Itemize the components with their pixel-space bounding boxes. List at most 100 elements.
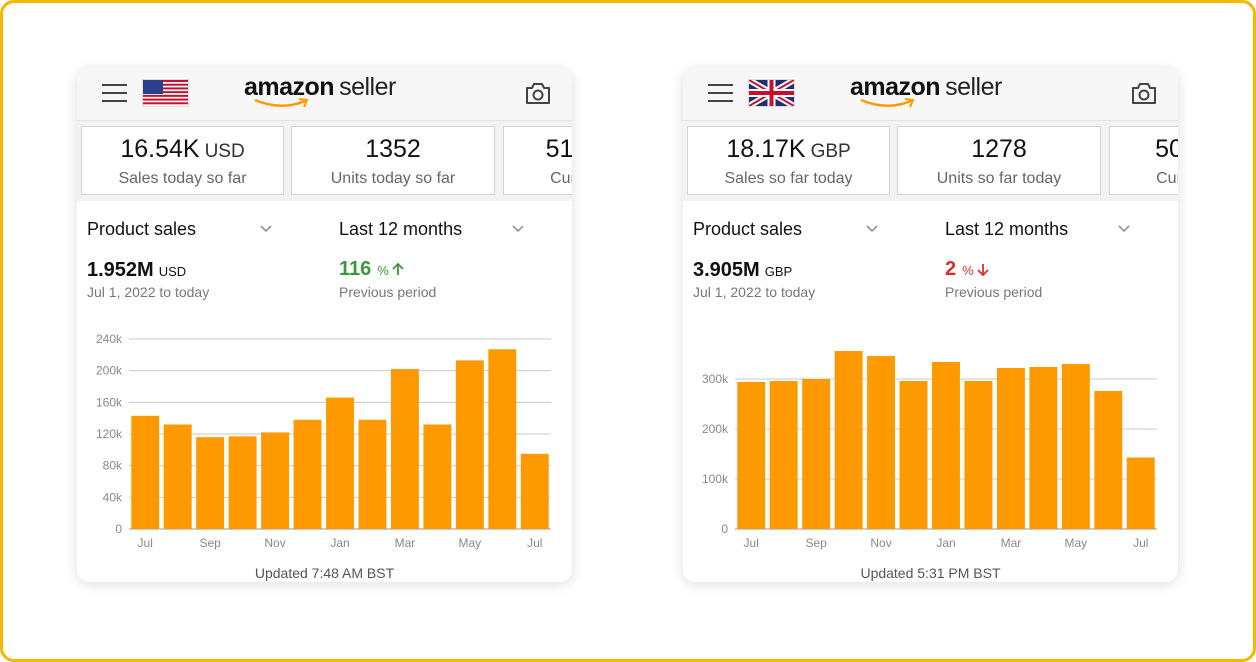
logo: amazon seller [850, 73, 1002, 102]
y-tick-label: 80k [103, 459, 123, 473]
flag-stripe [143, 98, 188, 101]
camera-button[interactable] [1130, 81, 1158, 105]
bar [293, 419, 322, 529]
x-tick-label: Mar [395, 536, 416, 550]
metric-dropdown[interactable]: Product sales [87, 219, 197, 239]
stat-value: 1352 [365, 135, 421, 163]
period-dropdown[interactable]: Last 12 months [339, 219, 463, 239]
x-tick-label: Mar [1001, 536, 1022, 550]
total-range: Jul 1, 2022 to today [87, 284, 210, 300]
total-line: 1.952M USD [87, 259, 186, 282]
change-unit: % [377, 263, 389, 278]
flag-stripe [143, 83, 188, 86]
bar [964, 381, 993, 529]
x-tick-label: Nov [870, 536, 891, 550]
stat-value-line: 1278 [898, 135, 1100, 164]
stat-box: 50 Cur [1109, 126, 1178, 195]
bar [196, 437, 225, 529]
stat-value-line: 50 [1110, 135, 1178, 164]
stat-value: 18.17K [726, 135, 806, 163]
menu-button[interactable] [101, 82, 129, 104]
bar [1126, 457, 1155, 529]
stat-label: Units so far today [936, 170, 1062, 187]
stat-box: 1352 Units today so far [291, 126, 495, 195]
logo-product: seller [945, 73, 1002, 101]
app-card: amazon seller 16.54K USD Sales today so far 1… [77, 68, 572, 582]
stat-value: 1278 [971, 135, 1027, 163]
x-tick-label: Nov [264, 536, 285, 550]
stat-unit: USD [204, 141, 245, 162]
x-tick-label: Jan [330, 536, 349, 550]
flag-canton [143, 80, 163, 94]
bar [131, 415, 160, 529]
x-tick-label: May [459, 536, 482, 550]
x-tick-label: Jul [1133, 536, 1148, 550]
updated-note: Updated 7:48 AM BST [254, 565, 395, 581]
bar [834, 351, 863, 529]
smile-arrow [298, 98, 309, 108]
dropdown-chevron [1118, 225, 1130, 233]
change-line: 116% [339, 258, 404, 281]
y-tick-label: 200k [96, 364, 123, 378]
change-value: 116 [339, 258, 372, 280]
bar [261, 432, 290, 529]
x-tick-label: Jul [138, 536, 153, 550]
stat-label: Cur [1156, 170, 1178, 187]
menu-button[interactable] [707, 82, 735, 104]
x-tick-label: May [1065, 536, 1088, 550]
stat-box: 18.17K GBP Sales so far today [687, 126, 890, 195]
y-tick-label: 100k [702, 472, 729, 486]
logo: amazon seller [244, 73, 396, 102]
y-tick-label: 0 [721, 522, 728, 536]
stat-label: Sales today so far [118, 170, 247, 187]
bar [163, 424, 192, 529]
bar [802, 379, 831, 529]
stat-value-line: 51. [504, 135, 572, 164]
chevron [512, 225, 524, 233]
change-label: Previous period [945, 284, 1043, 300]
bar [899, 381, 928, 529]
flag [142, 79, 189, 107]
bar [996, 368, 1025, 529]
x-tick-label: Sep [805, 536, 827, 550]
bar [932, 362, 960, 529]
camera-body [1132, 83, 1156, 104]
flag-stripe [143, 94, 188, 97]
smile-curve [860, 98, 912, 107]
camera-lens [532, 89, 544, 101]
bar [1094, 391, 1123, 529]
y-tick-label: 120k [96, 427, 123, 441]
change-value: 2 [945, 258, 957, 280]
y-tick-label: 200k [702, 422, 729, 436]
bar [737, 382, 766, 529]
flag-stripe [143, 91, 188, 94]
stat-value: 16.54K [120, 135, 200, 163]
bar-chart: 0 40k 80k 120k 160k 200k 240k Jul Sep Nov Jan Mar Ma… [96, 332, 551, 550]
stat-value-line: 18.17K GBP [688, 135, 889, 164]
app-header: amazon seller [77, 68, 572, 121]
total-line: 3.905M GBP [693, 259, 792, 282]
app-header: amazon seller [683, 68, 1178, 121]
period-dropdown[interactable]: Last 12 months [945, 219, 1069, 239]
flag [748, 79, 795, 107]
bar [423, 424, 452, 529]
total-unit: GBP [764, 264, 793, 279]
logo-smile [254, 98, 309, 108]
bar-chart: 0 100k 200k 300k Jul Sep Nov Jan Mar May Jul [702, 351, 1157, 550]
chevron [1118, 225, 1130, 233]
stats-row: 16.54K USD Sales today so far 1352 Units tod… [77, 121, 572, 201]
smile-curve [254, 98, 306, 107]
camera-body [526, 83, 550, 104]
change-label: Previous period [339, 284, 437, 300]
logo-smile [860, 98, 915, 108]
stat-value-line: 1352 [292, 135, 494, 164]
stat-label: Cur [550, 170, 572, 187]
stats-row: 18.17K GBP Sales so far today 1278 Units so … [683, 121, 1178, 201]
logo-brand: amazon [850, 73, 941, 101]
stat-unit: GBP [810, 141, 851, 162]
camera-button[interactable] [524, 81, 552, 105]
flag-cross-red [749, 80, 794, 106]
stat-box: 51. Cur [503, 126, 572, 195]
metric-dropdown[interactable]: Product sales [693, 219, 803, 239]
